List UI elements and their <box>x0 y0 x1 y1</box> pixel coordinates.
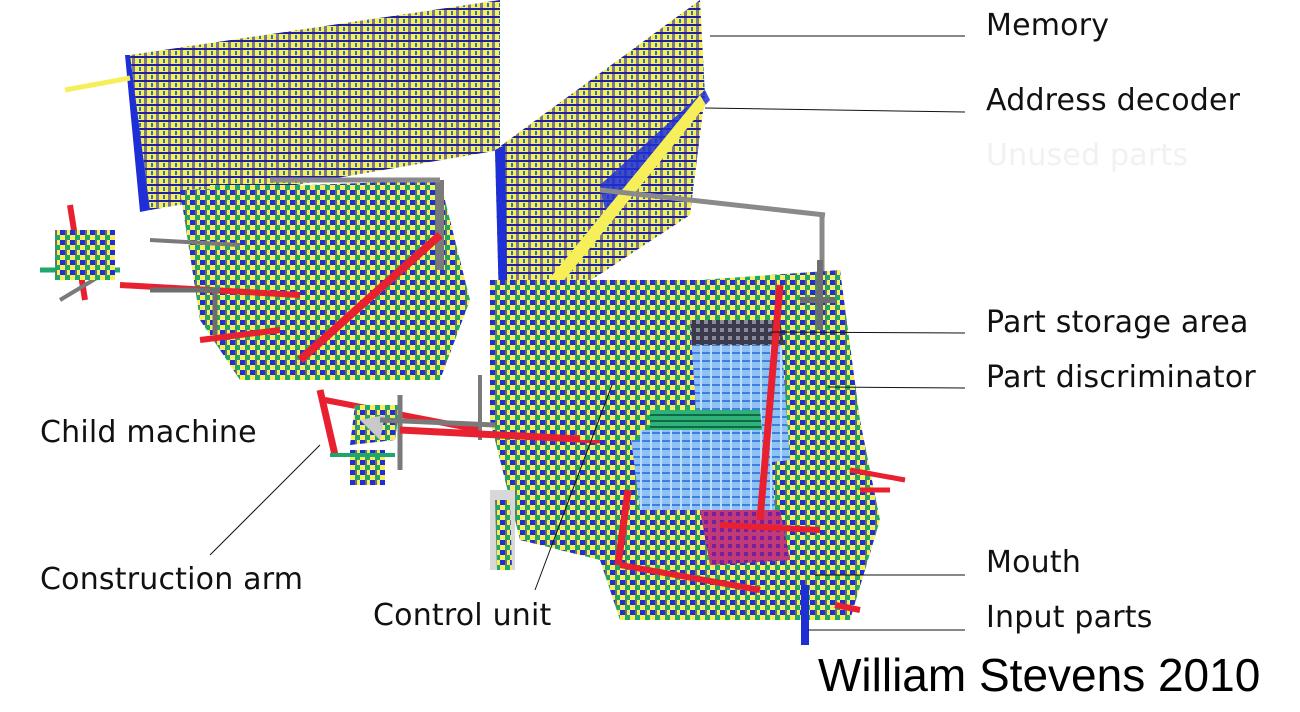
leader-lines <box>209 35 966 631</box>
address-decoder-label: Address decoder <box>986 83 1241 118</box>
child-machine-body <box>40 177 470 380</box>
construction-arm-leader <box>534 384 613 591</box>
author-credit: William Stevens 2010 <box>818 649 1261 701</box>
part-storage-area-label: Part storage area <box>986 305 1249 340</box>
parent-memory-wall <box>495 0 826 340</box>
mouth-label: Mouth <box>986 545 1082 580</box>
input-parts-label: Input parts <box>986 600 1153 635</box>
child-machine-leader <box>209 444 321 556</box>
control-unit-label: Control unit <box>373 598 552 633</box>
address-decoder-leader <box>704 107 966 113</box>
parent-machine-body <box>379 260 906 645</box>
construction-arm-label: Construction arm <box>40 562 304 597</box>
child-machine-label: Child machine <box>40 415 257 450</box>
child-memory-wall <box>64 0 500 212</box>
part-discriminator-leader <box>827 386 966 389</box>
part-storage-area-leader <box>769 331 966 334</box>
child-construction-arm <box>316 389 481 485</box>
memory-label: Memory <box>986 8 1110 43</box>
unused-parts-label: Unused parts <box>986 138 1189 173</box>
part-discriminator-label: Part discriminator <box>986 360 1256 395</box>
